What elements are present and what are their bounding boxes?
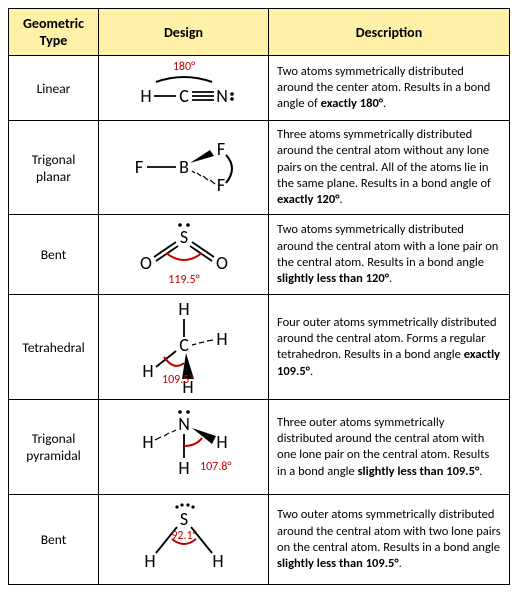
desc-bold: slightly less than 109.5°	[277, 556, 399, 571]
atom-c: C	[179, 85, 189, 107]
table-row: Trigonal pyramidal N H H H	[9, 400, 510, 495]
atom-h: H	[142, 360, 153, 382]
desc-cell: Four outer atoms symmetrically distribut…	[269, 295, 510, 400]
type-cell: Trigonal planar	[9, 121, 99, 215]
bent-so2-diagram: S O O 119.5°	[104, 217, 264, 292]
lone-pair-dot	[230, 92, 234, 96]
angle-arc	[166, 253, 202, 260]
bond-dash	[203, 176, 208, 180]
desc-cell: Three outer atoms symmetrically distribu…	[269, 400, 510, 495]
bond-wedge	[192, 428, 216, 444]
desc-bold: slightly less than 109.5°	[358, 464, 480, 479]
lone-pair-dot	[191, 506, 194, 509]
design-cell-bent-so2: S O O 119.5°	[99, 215, 269, 295]
atom-c: C	[179, 334, 189, 356]
header-desc: Description	[269, 9, 510, 56]
angle-arc	[226, 155, 232, 183]
bent-h2s-diagram: S H H 92.1°	[104, 497, 264, 582]
atom-o: O	[216, 252, 228, 274]
bond-dash	[207, 340, 213, 341]
desc-cell: Two outer atoms symmetrically distribute…	[269, 495, 510, 585]
atom-n: N	[216, 85, 228, 107]
geometry-table: Geometric Type Design Description Linear…	[8, 8, 510, 585]
design-cell-linear: 180° H C N	[99, 56, 269, 121]
atom-f: F	[134, 156, 142, 178]
angle-label: 109.5°	[162, 373, 193, 387]
atom-h: H	[216, 328, 227, 350]
header-design: Design	[99, 9, 269, 56]
tetra-diagram: H C H H H 109.5°	[104, 297, 264, 397]
atom-f: F	[216, 138, 224, 160]
trigpyr-diagram: N H H H 107.8°	[104, 402, 264, 492]
desc-cell: Two atoms symmetrically distributed arou…	[269, 56, 510, 121]
bond-dash	[192, 171, 195, 173]
desc-post: .	[479, 464, 482, 479]
desc-bold: exactly 120°	[277, 192, 339, 207]
desc-pre: Two outer atoms symmetrically distribute…	[277, 507, 501, 555]
desc-cell: Two atoms symmetrically distributed arou…	[269, 215, 510, 295]
atom-h: H	[140, 85, 151, 107]
atom-h: H	[142, 431, 153, 453]
lone-pair-dot	[230, 97, 234, 101]
desc-post: .	[399, 556, 402, 571]
desc-pre: Three atoms symmetrically distributed ar…	[277, 127, 491, 191]
desc-post: .	[389, 271, 392, 286]
desc-post: .	[383, 96, 386, 111]
type-cell: Bent	[9, 215, 99, 295]
bond-dash	[164, 433, 169, 436]
atom-h: H	[144, 550, 155, 572]
table-row: Bent S H H 92.1° Two outer atoms sym	[9, 495, 510, 585]
bond-dash	[210, 180, 215, 184]
lone-pair-dot	[180, 504, 183, 507]
table-row: Tetrahedral H C H H H	[9, 295, 510, 400]
lone-pair-dot	[175, 506, 178, 509]
angle-label: 92.1°	[171, 529, 196, 543]
design-cell-tetra: H C H H H 109.5°	[99, 295, 269, 400]
bond-wedge	[190, 150, 214, 163]
header-row: Geometric Type Design Description	[9, 9, 510, 56]
atom-s: S	[179, 508, 187, 530]
desc-post: .	[310, 364, 313, 379]
lone-pair-dot	[186, 504, 189, 507]
bond-dash	[199, 342, 204, 343]
atom-f: F	[216, 174, 224, 196]
design-cell-trigplanar: F B F F	[99, 121, 269, 215]
table-row: Trigonal planar F B F F	[9, 121, 510, 215]
table-row: Bent S O O 119.5°	[9, 215, 510, 295]
angle-arc	[184, 438, 202, 446]
angle-arc	[156, 77, 212, 82]
desc-cell: Three atoms symmetrically distributed ar…	[269, 121, 510, 215]
bond-dash	[172, 430, 176, 432]
header-type: Geometric Type	[9, 9, 99, 56]
atom-h: H	[178, 298, 189, 320]
type-cell: Tetrahedral	[9, 295, 99, 400]
atom-o: O	[140, 252, 152, 274]
design-cell-trigpyr: N H H H 107.8°	[99, 400, 269, 495]
atom-h: H	[216, 431, 227, 453]
type-cell: Linear	[9, 56, 99, 121]
bond-dash	[192, 344, 196, 345]
desc-pre: Two atoms symmetrically distributed arou…	[277, 222, 498, 270]
type-cell: Bent	[9, 495, 99, 585]
angle-label: 107.8°	[200, 460, 231, 474]
angle-label: 119.5°	[168, 273, 199, 287]
atom-h: H	[212, 550, 223, 572]
atom-n: N	[178, 413, 190, 435]
trigplanar-diagram: F B F F	[104, 133, 264, 203]
atom-h: H	[178, 457, 189, 479]
table-row: Linear 180° H C N Two atoms symmetri	[9, 56, 510, 121]
desc-post: .	[339, 192, 342, 207]
desc-bold: exactly 180°	[321, 96, 383, 111]
angle-label: 180°	[172, 60, 194, 74]
atom-s: S	[179, 226, 187, 248]
linear-diagram: 180° H C N	[104, 58, 264, 118]
atom-b: B	[179, 156, 189, 178]
design-cell-bent-h2s: S H H 92.1°	[99, 495, 269, 585]
bond-dash	[155, 437, 161, 440]
desc-bold: slightly less than 120°	[277, 271, 389, 286]
bond-dash	[197, 173, 201, 176]
type-cell: Trigonal pyramidal	[9, 400, 99, 495]
